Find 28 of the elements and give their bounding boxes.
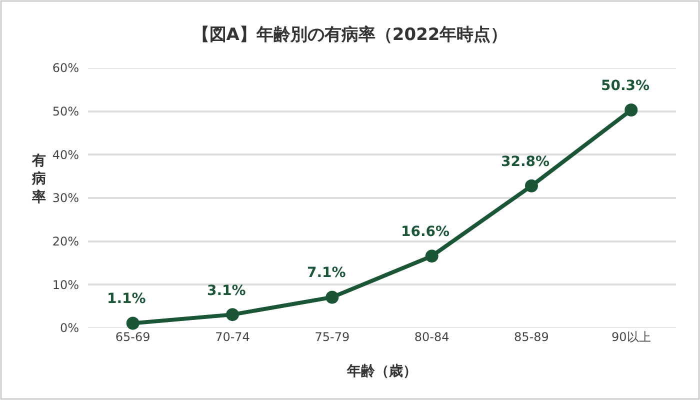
data-label: 7.1%: [307, 265, 346, 281]
x-tick-label: 90以上: [612, 330, 651, 344]
data-label: 3.1%: [207, 283, 246, 299]
x-tick-label: 75-79: [314, 330, 350, 344]
x-tick-label: 85-89: [514, 330, 549, 344]
data-label: 16.6%: [401, 224, 450, 240]
point: [425, 250, 438, 263]
y-tick-label: 30%: [52, 191, 79, 206]
data-label: 1.1%: [107, 291, 146, 307]
y-tick-label: 40%: [52, 148, 79, 162]
point: [624, 104, 638, 117]
x-tick-label: 65-69: [115, 330, 150, 344]
x-tick-label: 70-74: [215, 330, 250, 344]
y-tick-label: 50%: [52, 104, 79, 119]
x-tick-label: 80-84: [414, 330, 450, 344]
point: [226, 308, 240, 322]
point: [326, 290, 339, 304]
y-tick-label: 20%: [52, 234, 79, 249]
chart-title: 【図A】年齢別の有病率（2022年時点）: [192, 24, 508, 45]
point: [524, 179, 538, 192]
y-axis-title: 有病率: [31, 153, 46, 206]
data-label: 50.3%: [601, 78, 650, 94]
y-tick-label: 60%: [52, 61, 79, 76]
y-tick-label: 10%: [52, 278, 79, 292]
y-tick-label: 0%: [60, 321, 79, 336]
point: [126, 316, 140, 330]
data-label: 32.8%: [501, 154, 550, 170]
x-axis-title: 年齢（歳）: [346, 363, 417, 380]
